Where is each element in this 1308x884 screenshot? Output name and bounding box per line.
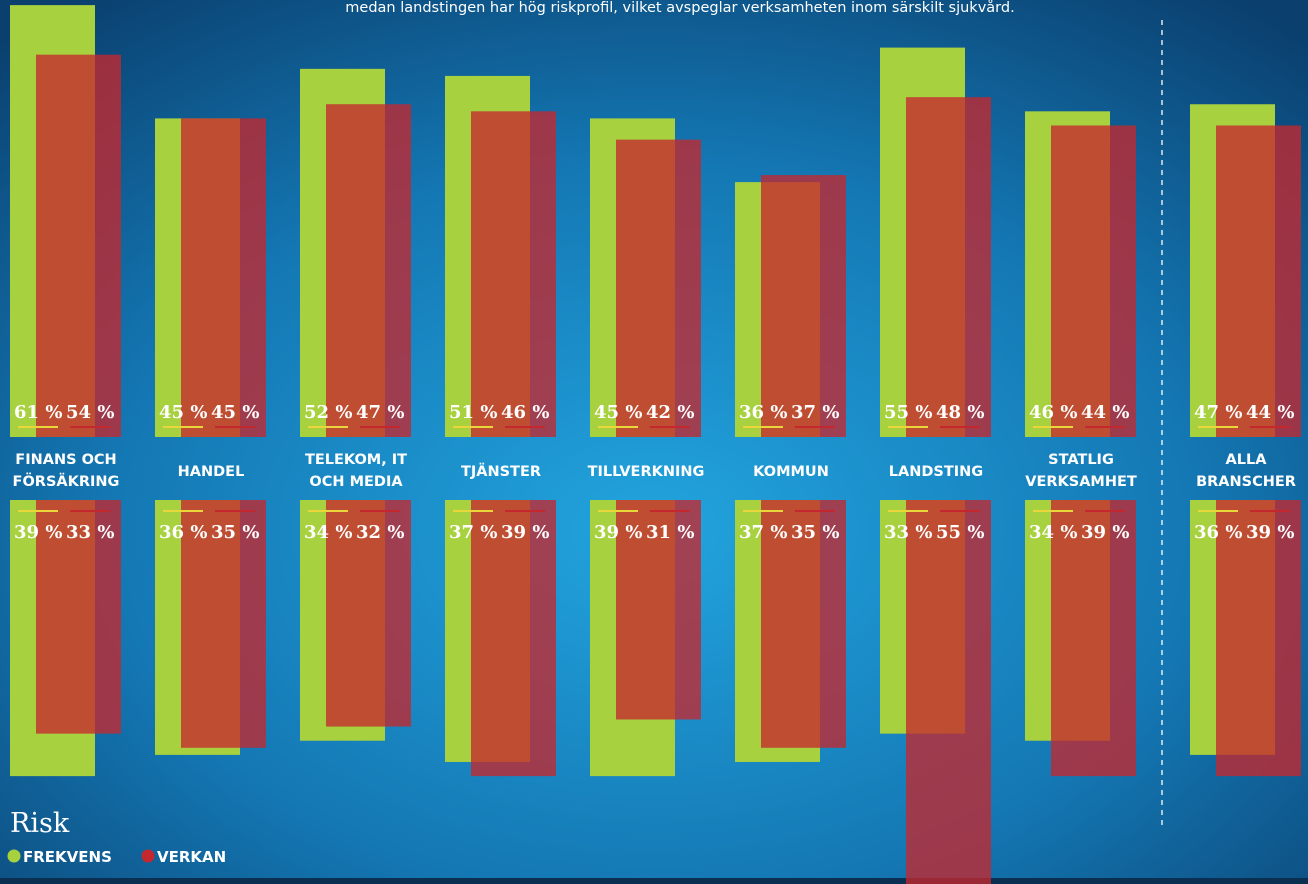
value-label-lower: 37 % (739, 522, 787, 543)
value-label: 36 % (739, 402, 787, 423)
category-label: BRANSCHER (1196, 474, 1296, 490)
value-label: 42 % (646, 402, 694, 423)
value-label: 44 % (1246, 402, 1294, 423)
legend-swatch (7, 849, 21, 863)
value-label: 55 % (884, 402, 932, 423)
value-label-lower: 31 % (646, 522, 694, 543)
bar-upper (906, 97, 991, 437)
category-label: ALLA (1226, 452, 1268, 468)
legend-title: Risk (10, 808, 70, 839)
bar-upper (1216, 125, 1301, 437)
value-label-lower: 39 % (1081, 522, 1129, 543)
value-label: 45 % (211, 402, 259, 423)
category-label: FINANS OCH (15, 452, 116, 468)
category-label: FÖRSÄKRING (13, 472, 120, 490)
value-label: 44 % (1081, 402, 1129, 423)
value-label: 61 % (14, 402, 62, 423)
category-label: TELEKOM, IT (305, 452, 407, 468)
value-label: 45 % (159, 402, 207, 423)
category-label: STATLIG (1048, 452, 1114, 468)
value-label-lower: 34 % (1029, 522, 1077, 543)
value-label-lower: 39 % (594, 522, 642, 543)
bar-lower (761, 500, 846, 748)
category-label: HANDEL (178, 464, 245, 480)
category-label: OCH MEDIA (309, 474, 403, 490)
intro-text: medan landstingen har hög riskprofil, vi… (345, 0, 1014, 16)
value-label: 46 % (501, 402, 549, 423)
bar-upper (471, 111, 556, 437)
bar-upper (1051, 125, 1136, 437)
bar-lower (1051, 500, 1136, 777)
value-label-lower: 35 % (791, 522, 839, 543)
bar-upper (181, 118, 266, 438)
bar-lower (1216, 500, 1301, 777)
category-label: KOMMUN (753, 464, 829, 480)
legend-label: VERKAN (157, 848, 226, 866)
value-label-lower: 35 % (211, 522, 259, 543)
bottom-band (0, 878, 1308, 884)
bar-lower (906, 500, 991, 884)
category-label: LANDSTING (889, 464, 983, 480)
value-label-lower: 36 % (1194, 522, 1242, 543)
bar-lower (616, 500, 701, 720)
value-label-lower: 34 % (304, 522, 352, 543)
bar-upper (616, 139, 701, 437)
value-label-lower: 39 % (14, 522, 62, 543)
category-label: TILLVERKNING (588, 464, 705, 480)
value-label-lower: 32 % (356, 522, 404, 543)
value-label: 48 % (936, 402, 984, 423)
bar-upper (326, 104, 411, 438)
value-label-lower: 55 % (936, 522, 984, 543)
bar-lower (36, 500, 121, 734)
bar-upper (36, 54, 121, 438)
value-label-lower: 37 % (449, 522, 497, 543)
value-label: 37 % (791, 402, 839, 423)
legend-swatch (141, 849, 155, 863)
bar-upper (761, 175, 846, 438)
value-label-lower: 33 % (884, 522, 932, 543)
value-label: 52 % (304, 402, 352, 423)
value-label: 51 % (449, 402, 497, 423)
value-label-lower: 39 % (501, 522, 549, 543)
bar-lower (181, 500, 266, 748)
value-label: 47 % (1194, 402, 1242, 423)
value-label: 54 % (66, 402, 114, 423)
category-label: TJÄNSTER (461, 463, 541, 480)
value-label: 46 % (1029, 402, 1077, 423)
value-label: 47 % (356, 402, 404, 423)
value-label-lower: 36 % (159, 522, 207, 543)
category-label: VERKSAMHET (1025, 474, 1137, 490)
value-label-lower: 39 % (1246, 522, 1294, 543)
value-label: 45 % (594, 402, 642, 423)
bar-lower (326, 500, 411, 727)
value-label-lower: 33 % (66, 522, 114, 543)
legend-label: FREKVENS (23, 848, 112, 866)
bar-lower (471, 500, 556, 777)
